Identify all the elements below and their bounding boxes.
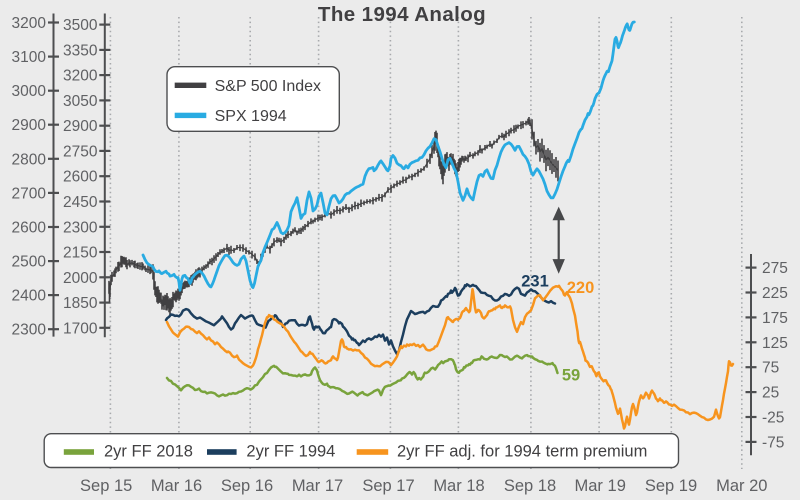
svg-text:3350: 3350 [63,42,98,59]
svg-text:2300: 2300 [63,219,98,236]
svg-text:3050: 3050 [63,93,98,110]
svg-text:59: 59 [562,367,580,385]
svg-text:Sep 19: Sep 19 [645,477,697,495]
svg-text:275: 275 [762,260,788,277]
svg-text:-75: -75 [762,434,784,451]
svg-text:SPX 1994: SPX 1994 [215,108,287,125]
svg-text:-25: -25 [762,410,784,427]
svg-text:3000: 3000 [12,83,47,100]
svg-text:2600: 2600 [12,220,47,237]
svg-text:1700: 1700 [63,320,98,337]
svg-text:3100: 3100 [12,49,47,66]
svg-text:S&P 500 Index: S&P 500 Index [215,78,321,95]
svg-text:Mar 16: Mar 16 [151,477,202,495]
svg-text:225: 225 [762,285,788,302]
svg-text:2yr FF 2018: 2yr FF 2018 [104,443,193,461]
svg-text:2000: 2000 [63,270,98,287]
svg-text:220: 220 [567,279,595,297]
svg-text:2900: 2900 [12,117,47,134]
svg-text:2450: 2450 [63,194,98,211]
svg-text:Mar 20: Mar 20 [716,477,767,495]
svg-text:3500: 3500 [63,17,98,34]
svg-text:175: 175 [762,310,788,327]
svg-text:2700: 2700 [12,185,47,202]
svg-text:3200: 3200 [63,68,98,85]
svg-text:3200: 3200 [12,15,47,32]
svg-text:Sep 16: Sep 16 [221,477,273,495]
svg-text:Sep 15: Sep 15 [80,477,132,495]
svg-text:2800: 2800 [12,151,47,168]
svg-text:2300: 2300 [12,322,47,339]
svg-text:125: 125 [762,335,788,352]
svg-text:2150: 2150 [63,245,98,262]
svg-text:75: 75 [762,360,779,377]
svg-text:25: 25 [762,385,779,402]
svg-text:1850: 1850 [63,295,98,312]
svg-text:Mar 17: Mar 17 [292,477,343,495]
svg-text:2400: 2400 [12,288,47,305]
svg-text:231: 231 [521,273,549,291]
svg-text:Mar 18: Mar 18 [433,477,484,495]
svg-text:2750: 2750 [63,143,98,160]
svg-text:2600: 2600 [63,169,98,186]
svg-text:2yr FF adj. for 1994 term prem: 2yr FF adj. for 1994 term premium [397,443,647,461]
svg-text:Mar 19: Mar 19 [575,477,626,495]
svg-text:2900: 2900 [63,118,98,135]
svg-text:2500: 2500 [12,254,47,271]
svg-text:Sep 18: Sep 18 [504,477,556,495]
svg-text:Sep 17: Sep 17 [362,477,414,495]
svg-text:The 1994 Analog: The 1994 Analog [318,3,486,26]
svg-text:2yr FF 1994: 2yr FF 1994 [246,443,335,461]
